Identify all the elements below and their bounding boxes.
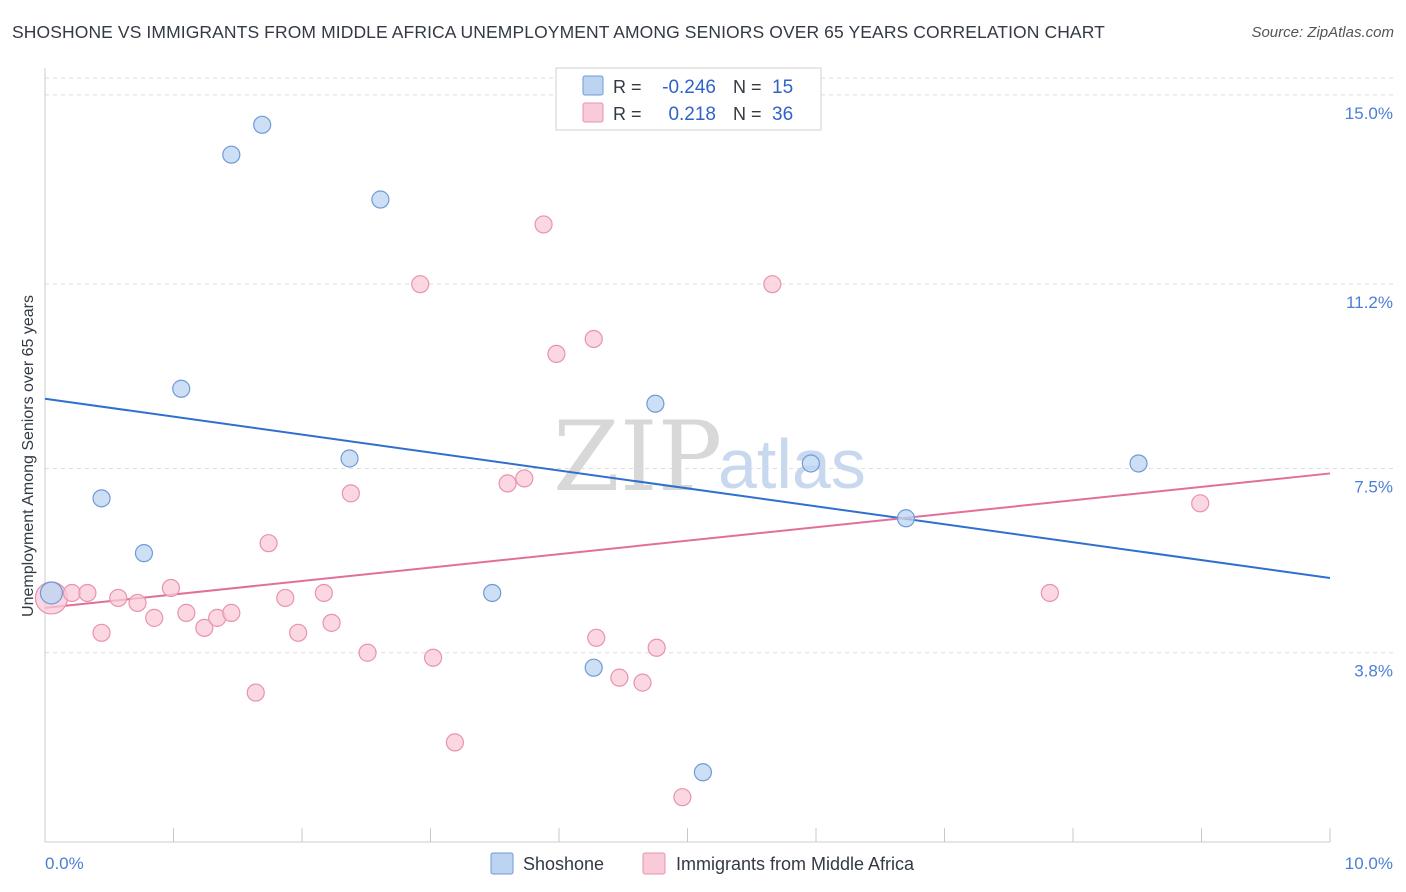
immigrants-point xyxy=(62,583,82,603)
immigrants-point xyxy=(673,788,692,807)
shoshone-point xyxy=(584,658,603,677)
immigrants-point xyxy=(445,733,465,752)
legend-n-value-2: 36 xyxy=(772,104,793,125)
source-label: Source: ZipAtlas.com xyxy=(1251,24,1394,41)
immigrants-point xyxy=(423,648,443,667)
shoshone-point xyxy=(172,379,191,398)
y-tick-label: 11.2% xyxy=(1346,293,1393,312)
shoshone-point xyxy=(340,449,359,468)
watermark-atlas: atlas xyxy=(718,425,866,503)
trendline-immigrants xyxy=(44,472,1331,609)
shoshone-point xyxy=(483,583,502,603)
y-tick-label: 3.8% xyxy=(1354,662,1393,681)
axes xyxy=(44,68,1331,843)
immigrants-point xyxy=(610,668,629,687)
legend-n-label-2: N = xyxy=(733,104,762,124)
chart-title: SHOSHONE VS IMMIGRANTS FROM MIDDLE AFRIC… xyxy=(12,22,1105,42)
legend-r-value-1: -0.246 xyxy=(662,77,716,98)
y-axis-label: Unemployment Among Seniors over 65 years xyxy=(20,295,37,617)
shoshone-point xyxy=(1129,454,1148,473)
immigrants-point xyxy=(534,215,553,234)
immigrants-point xyxy=(109,588,128,608)
trendline-shoshone xyxy=(44,397,1331,580)
bottom-legend-swatch-shoshone xyxy=(490,852,514,875)
immigrants-point xyxy=(92,623,111,642)
immigrants-point xyxy=(78,583,97,603)
y-tick-label: 7.5% xyxy=(1354,477,1393,496)
shoshone-point xyxy=(646,394,665,413)
legend-n-value-1: 15 xyxy=(772,77,793,98)
immigrants-point xyxy=(259,534,278,553)
shoshone-point xyxy=(801,454,820,473)
y-tick-labels: 3.8% 7.5% 11.2% 15.0% xyxy=(1345,104,1393,681)
legend-r-label-2: R = xyxy=(613,104,642,124)
bottom-legend-shoshone: Shoshone xyxy=(523,854,604,874)
immigrants-point xyxy=(1040,583,1059,603)
data-points xyxy=(34,115,1210,807)
bottom-legend-immigrants: Immigrants from Middle Africa xyxy=(676,854,915,874)
bottom-legend-swatch-immigrants xyxy=(642,852,666,875)
immigrants-point xyxy=(222,603,241,622)
immigrants-point xyxy=(411,275,430,294)
immigrants-point xyxy=(177,603,196,622)
immigrants-point xyxy=(314,583,333,603)
immigrants-point xyxy=(547,344,566,364)
immigrants-point xyxy=(195,618,214,637)
immigrants-point xyxy=(1191,494,1210,513)
watermark-zip: ZIP xyxy=(553,401,722,513)
x-tick-labels: 0.0% 10.0% xyxy=(45,854,1393,873)
immigrants-point xyxy=(161,578,181,598)
immigrants-point xyxy=(498,474,517,493)
immigrants-point xyxy=(341,484,360,503)
immigrants-point xyxy=(246,683,265,702)
watermark: ZIP atlas xyxy=(553,401,866,513)
legend-r-label-1: R = xyxy=(613,77,642,97)
y-tick-label: 15.0% xyxy=(1345,104,1393,123)
immigrants-point xyxy=(763,275,782,294)
trendlines xyxy=(44,397,1331,609)
shoshone-point xyxy=(896,509,916,528)
legend-swatch-shoshone xyxy=(582,75,604,96)
shoshone-point xyxy=(371,190,390,209)
immigrants-point xyxy=(515,469,534,488)
x-tick-min: 0.0% xyxy=(45,854,84,873)
immigrants-point xyxy=(358,643,377,662)
shoshone-point xyxy=(253,115,272,134)
shoshone-point xyxy=(134,544,154,563)
immigrants-point xyxy=(128,593,147,613)
immigrants-point xyxy=(322,613,341,632)
x-tick-max: 10.0% xyxy=(1345,854,1393,873)
immigrants-point xyxy=(633,673,652,692)
series-legend: Shoshone Immigrants from Middle Africa xyxy=(490,852,915,875)
shoshone-point xyxy=(39,581,64,605)
shoshone-point xyxy=(693,763,713,782)
shoshone-point xyxy=(222,145,241,164)
gridlines xyxy=(45,77,1393,654)
legend-r-value-2: 0.218 xyxy=(668,104,716,125)
immigrants-point xyxy=(145,608,164,627)
immigrants-point xyxy=(289,623,308,642)
legend-n-label-1: N = xyxy=(733,77,762,97)
immigrants-point xyxy=(587,628,606,647)
shoshone-point xyxy=(92,489,111,508)
immigrants-point xyxy=(584,329,603,349)
stats-legend: R = -0.246 N = 15 R = 0.218 N = 36 xyxy=(555,67,822,131)
immigrants-point xyxy=(647,638,666,657)
immigrants-point xyxy=(276,588,295,608)
legend-swatch-immigrants xyxy=(582,102,604,123)
